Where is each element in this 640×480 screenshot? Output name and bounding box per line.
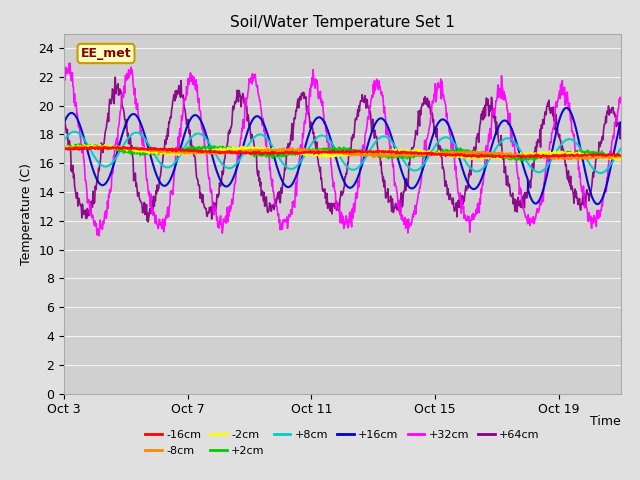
Title: Soil/Water Temperature Set 1: Soil/Water Temperature Set 1 [230, 15, 455, 30]
Y-axis label: Temperature (C): Temperature (C) [20, 163, 33, 264]
Legend: -16cm, -8cm, -2cm, +2cm, +8cm, +16cm, +32cm, +64cm: -16cm, -8cm, -2cm, +2cm, +8cm, +16cm, +3… [141, 426, 544, 460]
Text: Time: Time [590, 415, 621, 428]
Text: EE_met: EE_met [81, 47, 131, 60]
